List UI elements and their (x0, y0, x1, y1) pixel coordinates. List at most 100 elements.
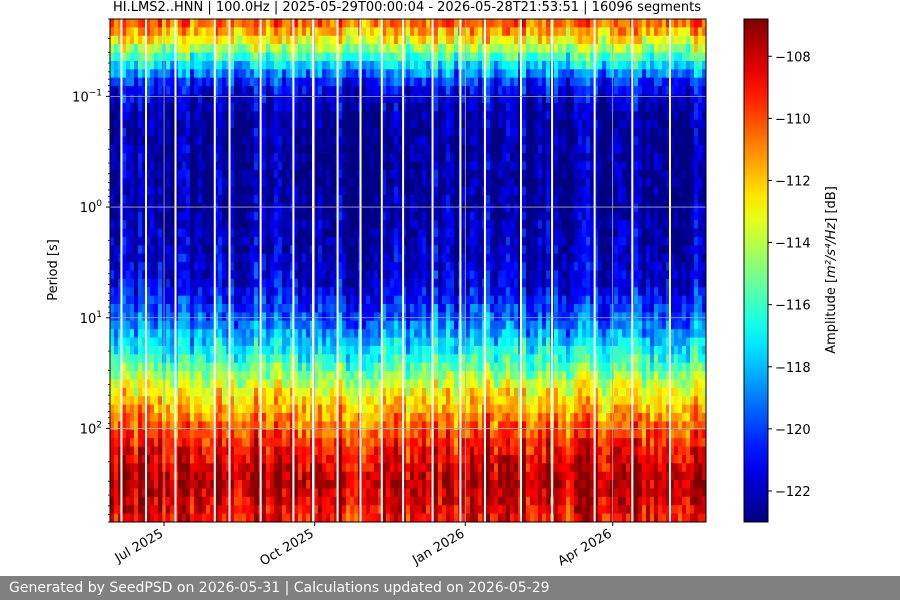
heatmap-cell (122, 337, 127, 347)
heatmap-cell (290, 111, 295, 121)
heatmap-cell (134, 413, 139, 422)
heatmap-cell (130, 471, 135, 481)
heatmap-cell (342, 488, 347, 498)
heatmap-cell (298, 119, 303, 129)
heatmap-cell (266, 52, 271, 62)
heatmap-cell (250, 211, 255, 221)
heatmap-cell (254, 136, 259, 146)
heatmap-cell (318, 429, 323, 439)
heatmap-cell (142, 127, 147, 137)
heatmap-cell (126, 304, 131, 314)
heatmap-cell (442, 69, 447, 79)
heatmap-cell (206, 278, 211, 288)
heatmap-cell (166, 220, 171, 230)
heatmap-cell (114, 77, 119, 87)
heatmap-cell (170, 488, 175, 498)
heatmap-cell (138, 396, 143, 406)
heatmap-cell (338, 304, 343, 314)
heatmap-cell (190, 496, 195, 506)
heatmap-cell (122, 471, 127, 481)
heatmap-cell (250, 387, 255, 397)
heatmap-cell (410, 463, 415, 473)
heatmap-cell (178, 438, 183, 448)
heatmap-cell (346, 60, 351, 70)
heatmap-cell (282, 111, 287, 121)
heatmap-cell (334, 287, 339, 297)
heatmap-cell (410, 362, 415, 372)
heatmap-cell (130, 169, 135, 179)
heatmap-cell (370, 287, 375, 297)
heatmap-cell (126, 312, 131, 322)
heatmap-cell (306, 278, 311, 288)
heatmap-cell (218, 454, 223, 464)
heatmap-cell (142, 278, 147, 288)
heatmap-cell (270, 60, 275, 70)
heatmap-cell (134, 337, 139, 347)
heatmap-cell (298, 178, 303, 188)
heatmap-cell (346, 52, 351, 62)
heatmap-cell (234, 413, 239, 422)
heatmap-cell (350, 488, 355, 498)
heatmap-cell (394, 446, 399, 456)
heatmap-cell (346, 86, 351, 96)
heatmap-cell (282, 69, 287, 79)
heatmap-cell (438, 111, 443, 121)
heatmap-cell (130, 278, 135, 288)
heatmap-cell (250, 19, 255, 28)
heatmap-cell (342, 203, 347, 213)
heatmap-cell (290, 220, 295, 230)
heatmap-cell (158, 379, 163, 389)
heatmap-cell (202, 253, 207, 263)
heatmap-cell (218, 236, 223, 246)
heatmap-cell (422, 471, 427, 481)
heatmap-cell (126, 413, 131, 422)
heatmap-cell (410, 19, 415, 28)
heatmap-cell (370, 345, 375, 355)
heatmap-cell (434, 513, 439, 522)
heatmap-cell (278, 345, 283, 355)
heatmap-cell (330, 329, 335, 339)
heatmap-cell (318, 354, 323, 364)
heatmap-cell (118, 253, 123, 263)
heatmap-cell (254, 295, 259, 305)
heatmap-cell (402, 153, 407, 163)
heatmap-cell (334, 77, 339, 87)
heatmap-cell (326, 404, 331, 414)
heatmap-cell (394, 211, 399, 221)
heatmap-cell (326, 270, 331, 280)
heatmap-cell (222, 245, 227, 255)
heatmap-cell (330, 44, 335, 54)
heatmap-cell (270, 52, 275, 62)
heatmap-cell (166, 421, 171, 431)
heatmap-cell (214, 178, 219, 188)
heatmap-cell (206, 52, 211, 62)
heatmap-cell (182, 505, 187, 515)
heatmap-cell (354, 429, 359, 439)
heatmap-cell (238, 161, 243, 171)
heatmap-cell (422, 52, 427, 62)
heatmap-cell (134, 421, 139, 431)
heatmap-cell (382, 454, 387, 464)
heatmap-cell (150, 312, 155, 322)
heatmap-cell (214, 278, 219, 288)
heatmap-cell (286, 94, 291, 104)
heatmap-cell (126, 111, 131, 121)
heatmap-cell (222, 404, 227, 414)
heatmap-cell (382, 345, 387, 355)
heatmap-cell (166, 236, 171, 246)
heatmap-cell (346, 362, 351, 372)
heatmap-cell (238, 236, 243, 246)
heatmap-cell (398, 454, 403, 464)
heatmap-cell (318, 471, 323, 481)
heatmap-cell (118, 153, 123, 163)
heatmap-cell (398, 119, 403, 129)
heatmap-cell (322, 513, 327, 522)
heatmap-cell (354, 153, 359, 163)
heatmap-cell (342, 35, 347, 45)
heatmap-cell (282, 438, 287, 448)
heatmap-cell (266, 438, 271, 448)
heatmap-cell (130, 228, 135, 238)
heatmap-cell (234, 446, 239, 456)
heatmap-cell (406, 429, 411, 439)
